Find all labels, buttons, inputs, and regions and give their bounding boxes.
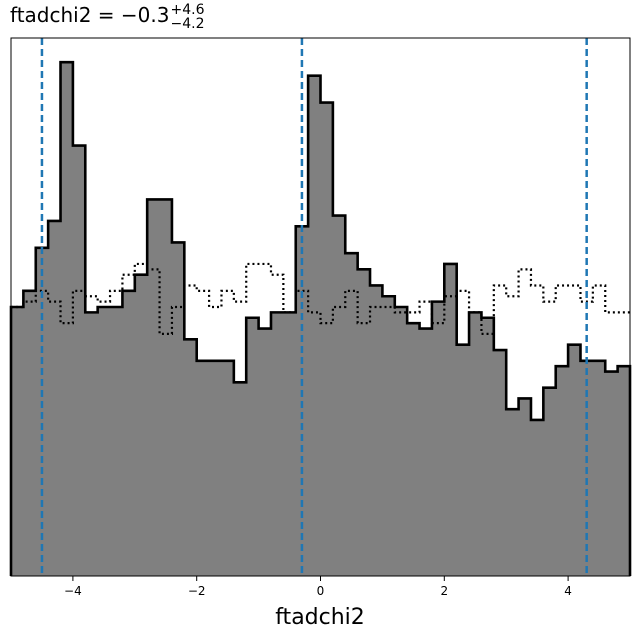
histogram-bar: [270, 312, 284, 576]
histogram-bar: [419, 328, 433, 576]
histogram-bar: [394, 307, 408, 576]
x-tick-label: 2: [440, 584, 448, 598]
posterior-outline: [9, 60, 632, 576]
title-upper-bound: +4.6: [170, 2, 204, 18]
histogram-bar: [60, 62, 74, 576]
histogram-bar: [407, 323, 421, 576]
histogram-bar: [469, 312, 482, 576]
histogram-bar: [568, 344, 581, 576]
histogram-bar: [97, 307, 111, 576]
histogram-bar: [258, 328, 272, 576]
histogram-bar: [345, 253, 359, 576]
histogram-bar: [481, 317, 495, 576]
histogram-bar: [134, 274, 148, 576]
histogram-bar: [493, 350, 507, 576]
histogram-bar: [11, 307, 24, 576]
histogram-bar: [246, 317, 260, 576]
histogram-bar: [617, 366, 631, 576]
histogram-bar: [555, 366, 569, 576]
histogram-bar: [23, 290, 37, 576]
histogram-bar: [233, 382, 247, 576]
title-lower-bound: −4.2: [170, 16, 204, 32]
histogram-bar: [184, 339, 198, 576]
histogram-bar: [530, 419, 544, 576]
histogram-bar: [543, 387, 557, 576]
prior-outline: [11, 262, 630, 335]
histogram-bar: [221, 360, 235, 576]
histogram-bar: [122, 290, 136, 576]
histogram-bar: [48, 220, 62, 577]
plot-area: −4 −2 0 2 4: [9, 37, 632, 598]
histogram-bar: [159, 199, 173, 576]
chart-title: ftadchi2 = −0.3: [10, 3, 169, 27]
histogram-bar: [35, 247, 49, 576]
histogram-bar: [320, 102, 334, 576]
x-tick-label: 4: [564, 584, 572, 598]
histogram-bar: [147, 199, 161, 576]
histogram-bar: [209, 360, 222, 576]
histogram-bar: [592, 360, 606, 576]
histogram-bar: [110, 307, 123, 576]
histogram-bar: [283, 312, 297, 576]
histogram-bar: [196, 360, 210, 576]
title-main: ftadchi2 = −0.3: [10, 3, 169, 27]
histogram-bar: [605, 371, 619, 576]
histogram-bar: [370, 285, 383, 576]
x-axis-label: ftadchi2: [275, 605, 365, 630]
histogram-bar: [518, 398, 532, 576]
x-tick-label: 0: [317, 584, 325, 598]
histogram-bar: [171, 242, 185, 576]
histogram-bar: [85, 312, 99, 576]
histogram-bar: [72, 145, 86, 576]
histogram-bar: [308, 75, 321, 576]
histogram-bar: [357, 269, 371, 576]
histogram-bar: [506, 409, 520, 576]
x-tick-label: −4: [64, 584, 82, 598]
x-tick-label: −2: [188, 584, 206, 598]
histogram-bar: [382, 296, 396, 576]
histogram-bar: [431, 301, 445, 576]
histogram-bar: [456, 344, 470, 576]
histogram-bar: [444, 263, 458, 576]
histogram-bar: [332, 215, 346, 577]
